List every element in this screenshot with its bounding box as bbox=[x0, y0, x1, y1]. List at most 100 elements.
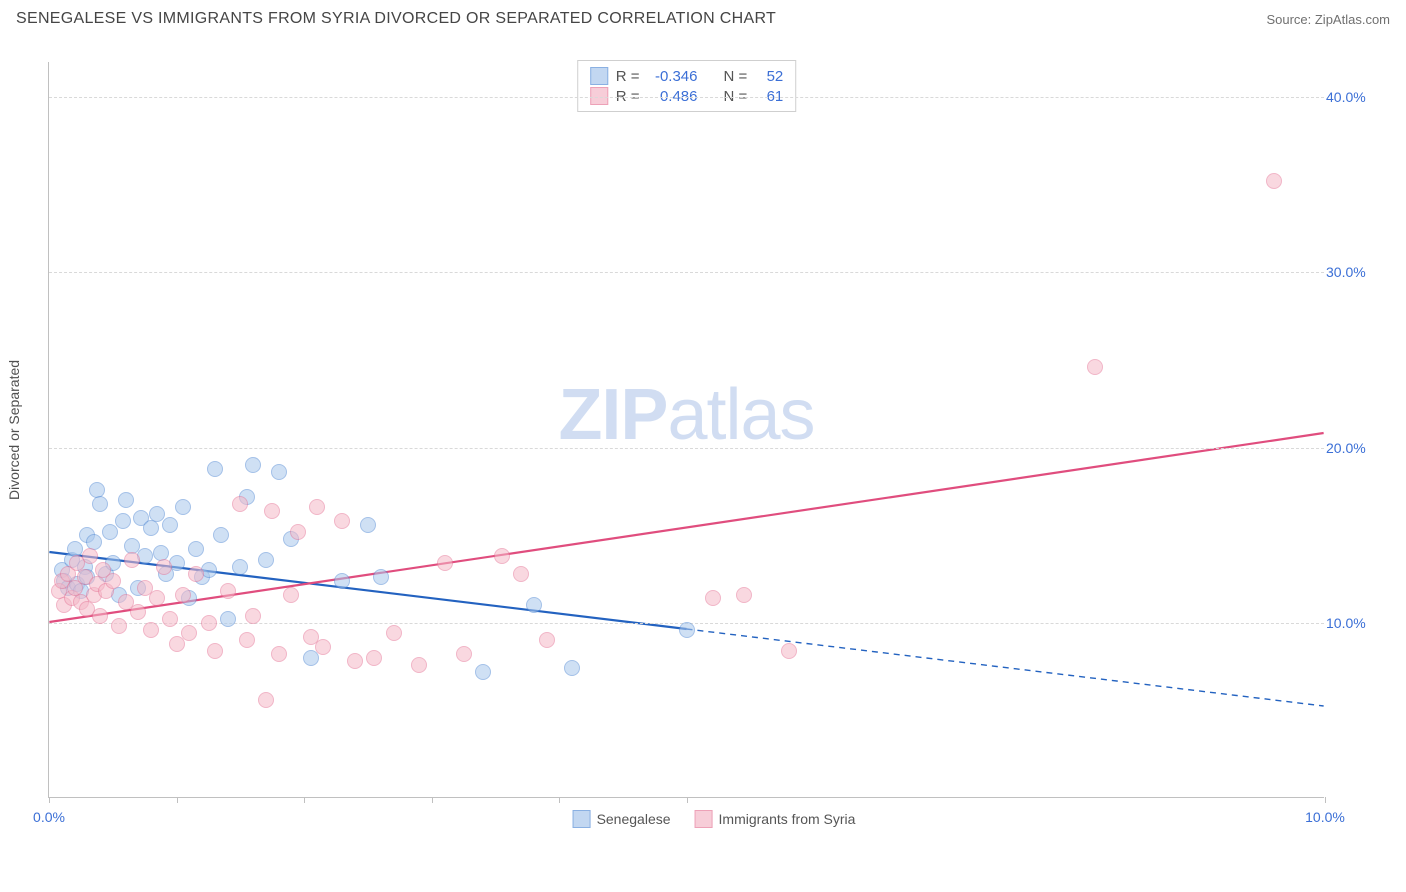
data-point bbox=[188, 566, 204, 582]
data-point bbox=[334, 513, 350, 529]
data-point bbox=[290, 524, 306, 540]
y-tick-label: 40.0% bbox=[1326, 89, 1380, 105]
legend-n-value: 61 bbox=[755, 88, 783, 105]
data-point bbox=[245, 457, 261, 473]
data-point bbox=[271, 464, 287, 480]
data-point bbox=[149, 590, 165, 606]
grid-line bbox=[49, 97, 1324, 98]
x-tick bbox=[687, 797, 688, 803]
plot-area: ZIPatlas R =-0.346N =52R =0.486N =61 10.… bbox=[48, 62, 1324, 798]
data-point bbox=[494, 548, 510, 564]
legend-n-label: N = bbox=[724, 68, 748, 85]
data-point bbox=[92, 496, 108, 512]
data-point bbox=[437, 555, 453, 571]
data-point bbox=[82, 548, 98, 564]
x-tick bbox=[304, 797, 305, 803]
data-point bbox=[386, 625, 402, 641]
data-point bbox=[347, 653, 363, 669]
data-point bbox=[105, 573, 121, 589]
data-point bbox=[156, 559, 172, 575]
data-point bbox=[411, 657, 427, 673]
data-point bbox=[188, 541, 204, 557]
series-legend: Senegalese Immigrants from Syria bbox=[573, 810, 856, 828]
data-point bbox=[1087, 359, 1103, 375]
data-point bbox=[475, 664, 491, 680]
legend-r-value: -0.346 bbox=[648, 68, 698, 85]
data-point bbox=[130, 604, 146, 620]
series-legend-label: Immigrants from Syria bbox=[719, 811, 856, 827]
data-point bbox=[162, 517, 178, 533]
grid-line bbox=[49, 448, 1324, 449]
data-point bbox=[705, 590, 721, 606]
data-point bbox=[232, 559, 248, 575]
x-tick-label: 10.0% bbox=[1305, 809, 1345, 825]
y-tick-label: 20.0% bbox=[1326, 440, 1380, 456]
x-tick bbox=[177, 797, 178, 803]
data-point bbox=[366, 650, 382, 666]
x-tick bbox=[432, 797, 433, 803]
data-point bbox=[309, 499, 325, 515]
data-point bbox=[258, 552, 274, 568]
correlation-legend: R = -0.346 N = 52 R = 0.486 N = 61 bbox=[577, 60, 797, 112]
data-point bbox=[175, 499, 191, 515]
data-point bbox=[271, 646, 287, 662]
data-point bbox=[264, 503, 280, 519]
data-point bbox=[258, 692, 274, 708]
legend-r-value: 0.486 bbox=[648, 88, 698, 105]
data-point bbox=[736, 587, 752, 603]
trend-line-extrapolated bbox=[687, 629, 1324, 706]
legend-swatch bbox=[695, 810, 713, 828]
x-tick bbox=[49, 797, 50, 803]
data-point bbox=[373, 569, 389, 585]
legend-n-label: N = bbox=[724, 88, 748, 105]
data-point bbox=[111, 618, 127, 634]
data-point bbox=[564, 660, 580, 676]
data-point bbox=[456, 646, 472, 662]
y-tick-label: 10.0% bbox=[1326, 615, 1380, 631]
x-tick bbox=[1325, 797, 1326, 803]
x-tick-label: 0.0% bbox=[33, 809, 65, 825]
legend-swatch bbox=[590, 67, 608, 85]
data-point bbox=[181, 625, 197, 641]
legend-row: R = 0.486 N = 61 bbox=[590, 87, 784, 105]
data-point bbox=[781, 643, 797, 659]
data-point bbox=[143, 622, 159, 638]
grid-line bbox=[49, 272, 1324, 273]
y-axis-title: Divorced or Separated bbox=[6, 360, 22, 500]
data-point bbox=[334, 573, 350, 589]
chart-title: SENEGALESE VS IMMIGRANTS FROM SYRIA DIVO… bbox=[16, 10, 776, 28]
legend-n-value: 52 bbox=[755, 68, 783, 85]
data-point bbox=[207, 643, 223, 659]
data-point bbox=[175, 587, 191, 603]
data-point bbox=[115, 513, 131, 529]
series-legend-label: Senegalese bbox=[597, 811, 671, 827]
data-point bbox=[283, 587, 299, 603]
data-point bbox=[315, 639, 331, 655]
data-point bbox=[118, 492, 134, 508]
watermark: ZIPatlas bbox=[558, 374, 814, 456]
series-legend-item: Immigrants from Syria bbox=[695, 810, 856, 828]
chart-container: Divorced or Separated ZIPatlas R =-0.346… bbox=[48, 62, 1380, 798]
data-point bbox=[220, 583, 236, 599]
data-point bbox=[207, 461, 223, 477]
data-point bbox=[513, 566, 529, 582]
data-point bbox=[201, 615, 217, 631]
data-point bbox=[239, 632, 255, 648]
x-tick bbox=[559, 797, 560, 803]
legend-r-label: R = bbox=[616, 68, 640, 85]
series-legend-item: Senegalese bbox=[573, 810, 671, 828]
trend-line bbox=[49, 433, 1323, 622]
y-tick-label: 30.0% bbox=[1326, 264, 1380, 280]
trend-lines-svg bbox=[49, 62, 1324, 797]
data-point bbox=[360, 517, 376, 533]
legend-swatch bbox=[573, 810, 591, 828]
legend-swatch bbox=[590, 87, 608, 105]
data-point bbox=[124, 552, 140, 568]
legend-r-label: R = bbox=[616, 88, 640, 105]
data-point bbox=[143, 520, 159, 536]
source-label: Source: ZipAtlas.com bbox=[1266, 12, 1390, 27]
data-point bbox=[679, 622, 695, 638]
data-point bbox=[220, 611, 236, 627]
data-point bbox=[1266, 173, 1282, 189]
data-point bbox=[526, 597, 542, 613]
